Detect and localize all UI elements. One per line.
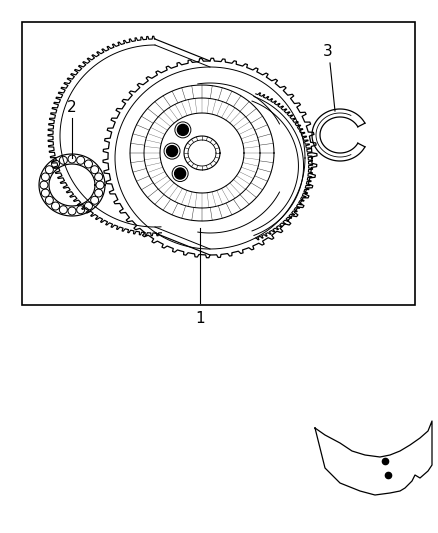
Text: 3: 3 [323,44,333,59]
Circle shape [166,146,177,157]
Text: 2: 2 [67,100,77,115]
Text: 1: 1 [195,311,205,326]
Bar [22,22,415,305]
Circle shape [175,168,186,179]
Circle shape [177,124,188,135]
